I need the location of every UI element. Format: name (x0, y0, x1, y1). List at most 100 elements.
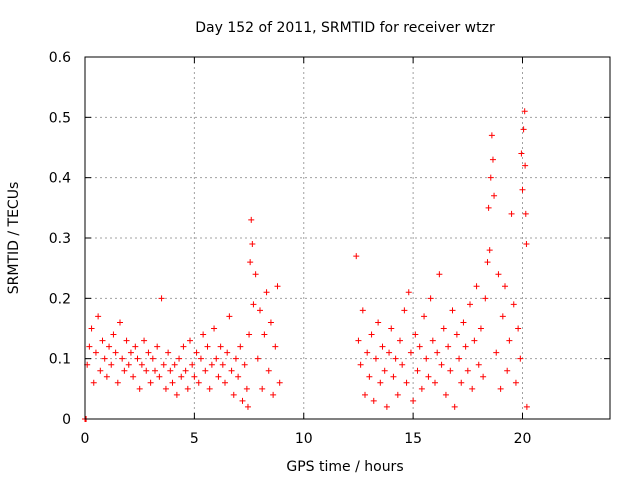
data-point (383, 403, 390, 410)
data-point (429, 337, 436, 344)
data-point (235, 373, 242, 380)
data-point (217, 343, 224, 350)
data-point (485, 204, 492, 211)
data-point (488, 132, 495, 139)
data-point (486, 247, 493, 254)
y-axis-label: SRMTID / TECUs (6, 182, 22, 295)
y-tick-label: 0 (62, 412, 71, 428)
data-point (502, 283, 508, 290)
data-point (263, 289, 270, 296)
data-point (246, 331, 253, 338)
data-point (97, 367, 104, 374)
data-point (92, 349, 99, 356)
data-point (412, 331, 419, 338)
data-point (464, 367, 471, 374)
data-point (427, 295, 434, 302)
data-point (259, 385, 266, 392)
data-point (127, 349, 134, 356)
data-point (158, 295, 165, 302)
data-point (147, 379, 154, 386)
data-point (257, 307, 263, 314)
data-point (523, 241, 530, 248)
data-point (447, 367, 454, 374)
data-point (523, 403, 530, 410)
data-point (106, 343, 113, 350)
data-point (392, 355, 399, 362)
data-point (224, 349, 231, 356)
data-point (95, 313, 102, 320)
data-point (397, 337, 403, 344)
data-point (254, 355, 261, 362)
data-point (401, 307, 408, 314)
data-point (191, 373, 198, 380)
data-point (247, 259, 254, 266)
data-point (506, 337, 513, 344)
data-point (250, 301, 257, 308)
data-point (202, 367, 209, 374)
data-point (407, 349, 414, 356)
y-tick-label: 0.5 (49, 110, 71, 126)
data-point (403, 379, 410, 386)
data-point (493, 349, 500, 356)
data-point (381, 367, 388, 374)
x-tick-label: 10 (295, 431, 313, 447)
data-point (438, 361, 445, 368)
data-point (160, 361, 167, 368)
data-point (418, 385, 425, 392)
data-point (521, 108, 528, 115)
data-point (453, 331, 460, 338)
data-point (487, 174, 494, 181)
data-point (165, 349, 172, 356)
data-point (518, 150, 525, 157)
data-point (149, 355, 156, 362)
data-point (362, 391, 368, 398)
data-point (460, 319, 467, 326)
data-point (482, 295, 489, 302)
data-point (510, 301, 517, 308)
data-point (432, 379, 438, 386)
data-point (390, 373, 397, 380)
data-point (213, 355, 220, 362)
data-point (399, 361, 406, 368)
data-point (226, 313, 233, 320)
data-point (458, 379, 465, 386)
data-point (499, 313, 506, 320)
data-point (110, 331, 117, 338)
data-point (176, 355, 183, 362)
data-point (410, 397, 417, 404)
data-point (232, 355, 239, 362)
data-point (169, 379, 176, 386)
data-point (241, 361, 248, 368)
data-point (421, 313, 428, 320)
data-point (180, 343, 187, 350)
data-point (193, 349, 200, 356)
data-point (522, 210, 529, 217)
data-point (108, 361, 115, 368)
data-point (173, 391, 180, 398)
y-tick-label: 0.3 (49, 231, 71, 247)
data-point (189, 361, 196, 368)
data-point (152, 367, 158, 374)
data-points (82, 108, 530, 422)
data-point (125, 361, 132, 368)
data-point (90, 379, 97, 386)
data-point (138, 361, 145, 368)
data-point (276, 379, 283, 386)
data-point (423, 355, 430, 362)
data-point (114, 379, 121, 386)
data-point (445, 343, 452, 350)
data-point (187, 337, 193, 344)
data-point (215, 373, 222, 380)
data-point (497, 385, 504, 392)
data-point (101, 355, 108, 362)
data-point (206, 385, 213, 392)
data-point (495, 271, 502, 278)
data-point (377, 379, 384, 386)
y-tick-label: 0.4 (49, 171, 71, 187)
data-point (436, 271, 443, 278)
data-point (261, 331, 268, 338)
data-point (405, 289, 412, 296)
data-point (162, 385, 169, 392)
data-point (252, 271, 259, 278)
data-point (519, 186, 526, 193)
